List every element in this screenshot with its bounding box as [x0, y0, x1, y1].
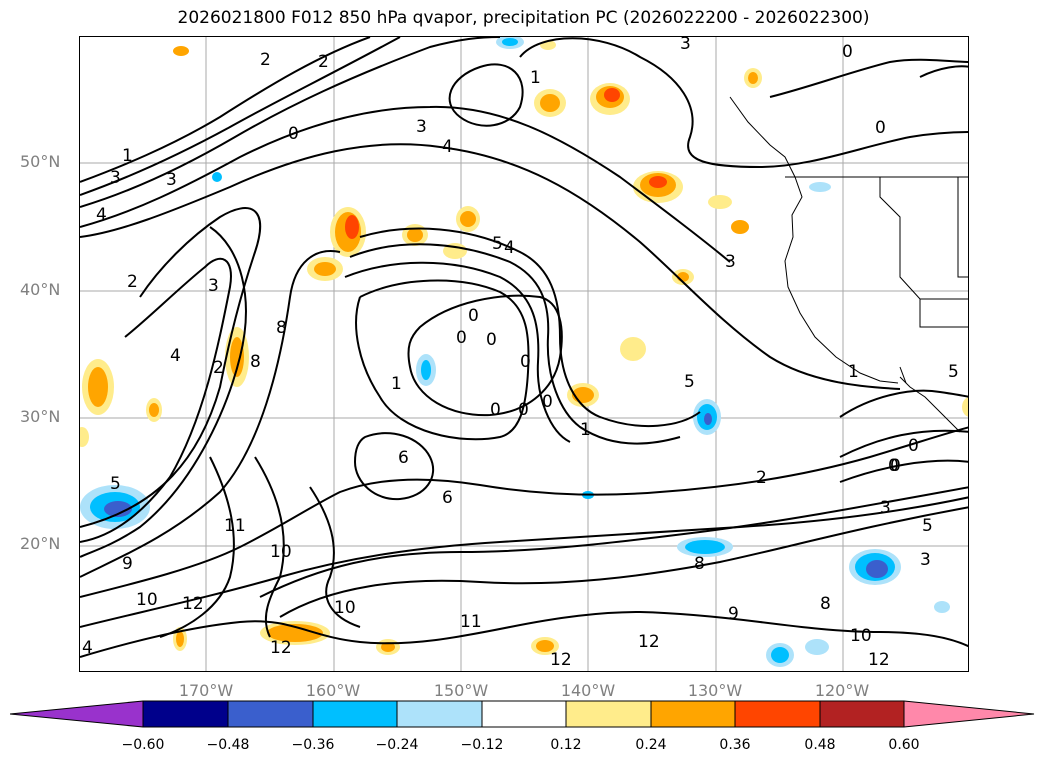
colorbar-extend-low [10, 701, 143, 727]
map-canvas: 2 2 1 3 3 4 3 4 0 0 0 5 4 3 2 1 8 4 2 8 … [80, 37, 968, 671]
contour-label: 1 [391, 374, 402, 394]
contour-label: 3 [208, 276, 219, 296]
colorbar-tick: 0.36 [719, 737, 751, 753]
contour-labels: 2 2 1 3 3 4 3 4 0 0 0 5 4 3 2 1 8 4 2 8 … [82, 37, 959, 670]
contour-label: 3 [680, 37, 691, 54]
contour-label: 2 [260, 50, 271, 70]
lon-label-160w: 160°W [305, 681, 361, 700]
contour-label: 4 [82, 638, 93, 658]
contour-label: 0 [888, 456, 899, 476]
contour-label: 5 [492, 234, 503, 254]
contour-label: 1 [530, 68, 541, 88]
contour-label: 3 [110, 168, 121, 188]
contour-label: 12 [182, 594, 204, 614]
colorbar-extend-high [904, 701, 1034, 727]
colorbar-tick: −0.12 [460, 737, 504, 753]
contour-label: 6 [442, 488, 453, 508]
contour-label: 5 [684, 372, 695, 392]
contour-label: 5 [948, 362, 959, 382]
contour-label: 3 [416, 117, 427, 137]
contour-label: 0 [890, 456, 901, 476]
colorbar-tick: 0.48 [804, 737, 836, 753]
contour-label: 3 [920, 550, 931, 570]
contour-label: 0 [456, 328, 467, 348]
contour-label: 12 [270, 638, 292, 658]
colorbar-tick: −0.24 [375, 737, 419, 753]
lon-label-130w: 130°W [687, 681, 743, 700]
contour-label: 9 [122, 554, 133, 574]
colorbar-tick: 0.12 [550, 737, 582, 753]
lat-label-50n: 50°N [20, 152, 61, 171]
lat-label-30n: 30°N [20, 407, 61, 426]
contour-label: 0 [518, 400, 529, 420]
contour-label: 10 [850, 626, 872, 646]
contour-label: 6 [398, 448, 409, 468]
contour-label: 8 [694, 554, 705, 574]
colorbar-segment [566, 701, 651, 727]
coastline [729, 96, 968, 433]
contour-label: 10 [270, 542, 292, 562]
colorbar-segment [482, 701, 566, 727]
contour-label: 3 [880, 498, 891, 518]
contour-label: 2 [213, 358, 224, 378]
contour-label: 0 [288, 124, 299, 144]
contour-label: 12 [638, 632, 660, 652]
contour-label: 9 [728, 604, 739, 624]
colorbar-tick: 0.24 [635, 737, 667, 753]
colorbar-tick: 0.60 [888, 737, 920, 753]
lon-label-170w: 170°W [178, 681, 234, 700]
colorbar-segment [820, 701, 904, 727]
contour-label: 10 [334, 598, 356, 618]
contour-label: 11 [224, 516, 246, 536]
map-panel: 2 2 1 3 3 4 3 4 0 0 0 5 4 3 2 1 8 4 2 8 … [79, 36, 969, 672]
contour-label: 12 [868, 650, 890, 670]
colorbar-segment [313, 701, 397, 727]
contour-label: 8 [250, 352, 261, 372]
colorbar-segment [735, 701, 820, 727]
colorbar-tick: −0.36 [291, 737, 335, 753]
contour-label: 10 [136, 590, 158, 610]
contour-label: 3 [725, 252, 736, 272]
contour-label: 0 [468, 306, 479, 326]
contour-label: 0 [908, 436, 919, 456]
qvapor-contours [80, 37, 968, 658]
colorbar [10, 700, 1035, 728]
contour-label: 5 [110, 474, 121, 494]
contour-label: 4 [96, 205, 107, 225]
contour-label: 0 [875, 118, 886, 138]
contour-label: 0 [486, 330, 497, 350]
contour-label: 2 [127, 272, 138, 292]
contour-label: 0 [520, 352, 531, 372]
contour-label: 8 [820, 594, 831, 614]
colorbar-segment [397, 701, 482, 727]
map-title: 2026021800 F012 850 hPa qvapor, precipit… [177, 8, 870, 28]
contour-label: 4 [504, 238, 515, 258]
contour-label: 3 [166, 170, 177, 190]
contour-label: 2 [318, 52, 329, 72]
contour-label: 12 [550, 650, 572, 670]
lon-label-120w: 120°W [814, 681, 870, 700]
colorbar-tick: −0.60 [121, 737, 165, 753]
colorbar-segment [228, 701, 313, 727]
contour-label: 0 [490, 400, 501, 420]
lon-label-150w: 150°W [433, 681, 489, 700]
colorbar-tick: −0.48 [206, 737, 250, 753]
contour-label: 8 [276, 318, 287, 338]
contour-label: 0 [542, 392, 553, 412]
lat-label-40n: 40°N [20, 280, 61, 299]
contour-label: 1 [122, 146, 133, 166]
contour-label: 11 [460, 612, 482, 632]
contour-label: 1 [580, 420, 591, 440]
colorbar-segment [651, 701, 735, 727]
lat-label-20n: 20°N [20, 534, 61, 553]
contour-label: 0 [842, 42, 853, 62]
contour-label: 4 [170, 346, 181, 366]
contour-label: 5 [922, 516, 933, 536]
contour-label: 1 [848, 362, 859, 382]
colorbar-segment [143, 701, 228, 727]
contour-label: 2 [756, 468, 767, 488]
contour-label: 4 [442, 137, 453, 157]
lon-label-140w: 140°W [560, 681, 616, 700]
